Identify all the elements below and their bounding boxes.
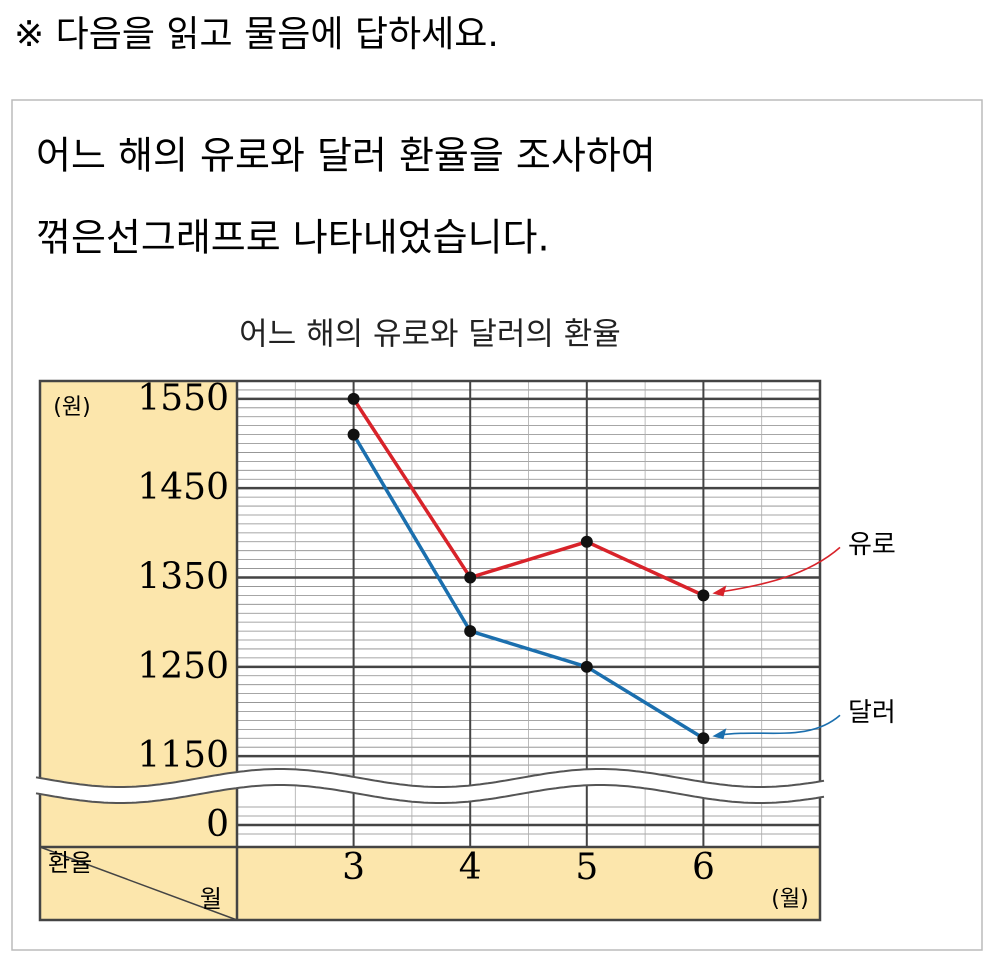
x-tick-label: 3 xyxy=(342,847,365,888)
data-point xyxy=(580,535,593,548)
corner-label: 환율 xyxy=(48,849,92,877)
callout-arrowhead xyxy=(712,728,727,740)
x-tick-label: 5 xyxy=(575,847,598,888)
x-tick-label: 4 xyxy=(459,847,482,888)
data-point xyxy=(580,660,593,673)
y-tick-label: 0 xyxy=(206,804,229,845)
data-point xyxy=(697,589,710,602)
y-tick-label: 1350 xyxy=(137,557,229,598)
question-box xyxy=(11,99,983,951)
callout-arrow xyxy=(717,546,841,594)
data-point xyxy=(464,625,477,638)
x-unit: (월) xyxy=(771,887,808,912)
axis-break-edge xyxy=(35,784,825,804)
y-tick-label: 1250 xyxy=(137,646,229,687)
passage-line: 어느 해의 유로와 달러 환율을 조사하여 xyxy=(36,134,656,178)
series-line xyxy=(352,433,705,740)
series-line xyxy=(352,397,705,597)
data-point xyxy=(464,571,477,584)
x-panel xyxy=(237,847,820,920)
axis-break-edge xyxy=(35,768,825,788)
y-tick-label: 1150 xyxy=(137,735,229,776)
callout-arrowhead xyxy=(712,585,727,597)
heading: ※ 다음을 읽고 물음에 답하세요. xyxy=(14,14,499,55)
passage-line: 꺾은선그래프로 나타내었습니다. xyxy=(36,216,550,260)
axis-break xyxy=(36,769,824,803)
data-point xyxy=(697,732,710,745)
series-label: 달러 xyxy=(848,698,896,728)
y-panel xyxy=(40,381,237,920)
x-tick-label: 6 xyxy=(692,847,715,888)
y-tick-label: 1550 xyxy=(137,378,229,419)
callout-arrow xyxy=(717,714,841,737)
corner-label: 월 xyxy=(200,885,222,913)
y-tick-label: 1450 xyxy=(137,467,229,508)
corner-diagonal xyxy=(39,846,238,921)
y-unit: (원) xyxy=(53,395,90,420)
data-point xyxy=(347,392,360,405)
chart-title: 어느 해의 유로와 달러의 환율 xyxy=(239,317,621,353)
series-label: 유로 xyxy=(848,530,896,560)
data-point xyxy=(347,428,360,441)
frame xyxy=(38,379,822,922)
